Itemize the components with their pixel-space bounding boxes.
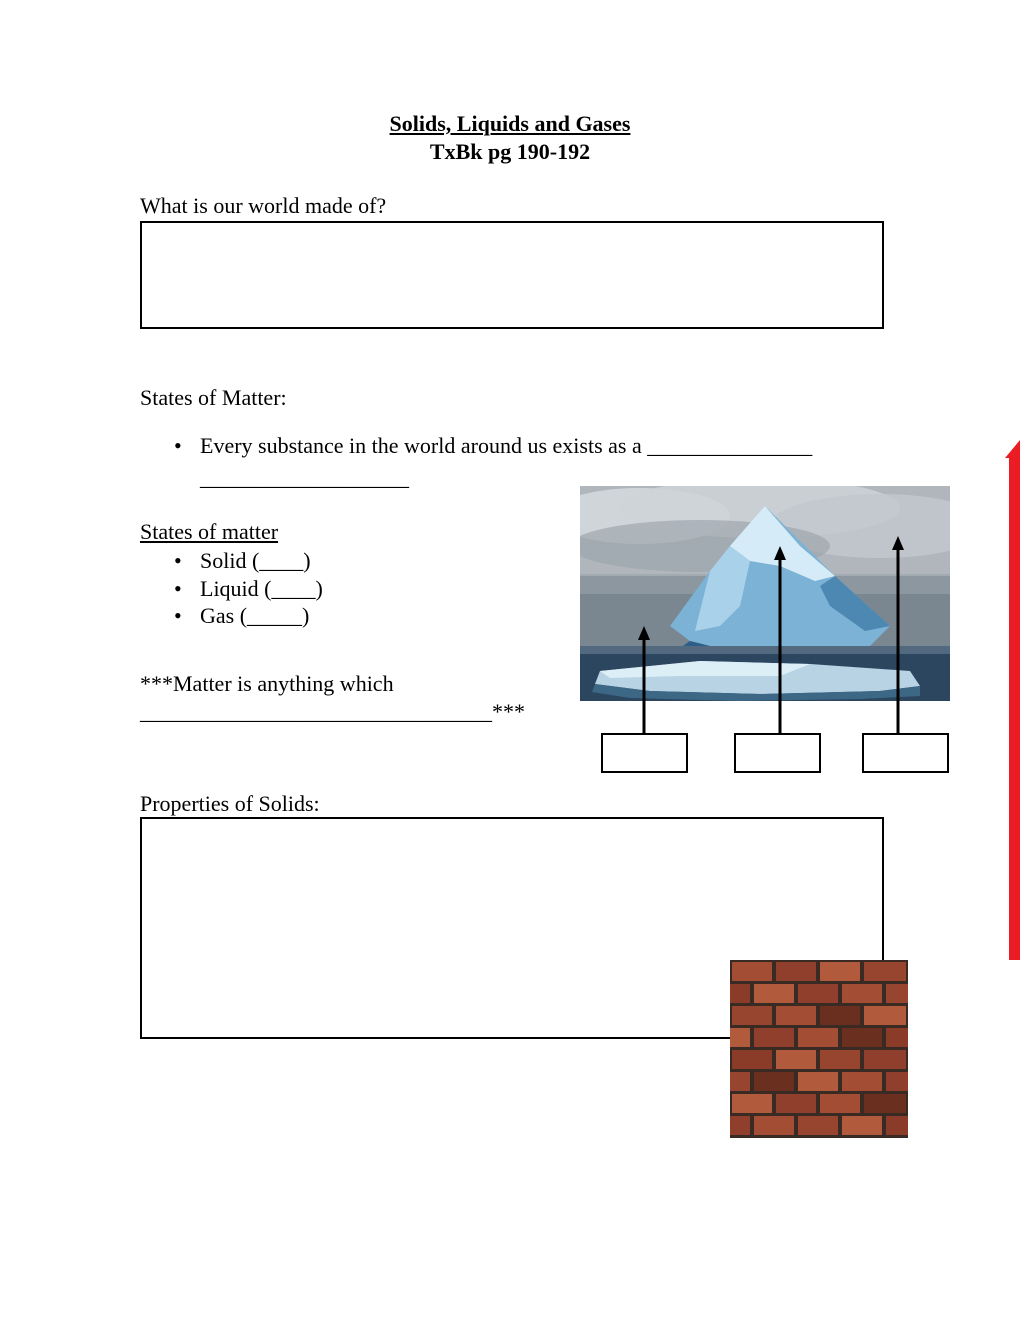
iceberg-figure [580,486,950,776]
brick-wall-image [730,960,908,1138]
page-title: Solids, Liquids and Gases [140,110,880,138]
matter-def-line1: ***Matter is anything which [140,671,394,696]
answer-box-world-made-of[interactable] [140,221,884,329]
page-subtitle: TxBk pg 190-192 [140,138,880,166]
matter-def-line2: ________________________________*** [140,699,525,724]
states-bullet-intro: Every substance in the world around us e… [200,433,880,459]
question-world-made-of: What is our world made of? [140,193,880,219]
states-of-matter-label: States of Matter: [140,385,880,411]
red-arrow-edge [1005,440,1020,960]
properties-of-solids-label: Properties of Solids: [140,791,880,817]
